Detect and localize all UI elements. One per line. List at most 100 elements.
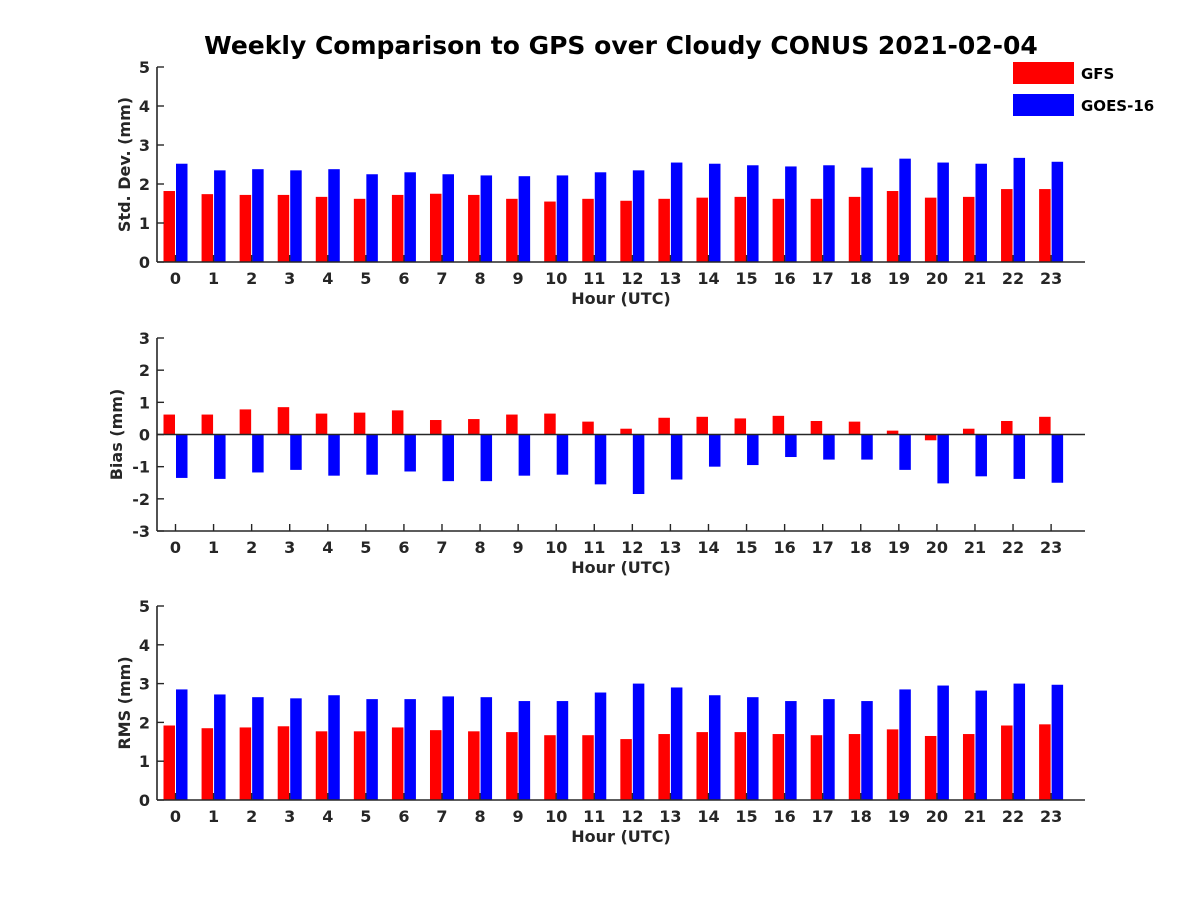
bar-goes-16-hour-2: [252, 434, 264, 473]
x-tick-label: 12: [621, 269, 643, 288]
legend-label-gfs: GFS: [1081, 65, 1114, 83]
bar-goes-16-hour-9: [518, 701, 531, 800]
x-tick-label: 1: [208, 538, 219, 557]
y-tick-label: 1: [139, 393, 150, 412]
x-tick-label: 23: [1040, 538, 1062, 557]
bar-gfs-hour-22: [1001, 189, 1013, 262]
bar-goes-16-hour-15: [747, 434, 759, 466]
x-tick-label: 7: [436, 538, 447, 557]
x-tick-label: 10: [545, 269, 567, 288]
x-axis-label: Hour (UTC): [571, 289, 671, 308]
x-tick-label: 12: [621, 538, 643, 557]
bar-gfs-hour-18: [848, 196, 861, 262]
x-axis-label: Hour (UTC): [571, 827, 671, 846]
bar-goes-16-hour-22: [1013, 434, 1026, 479]
x-tick-label: 9: [513, 538, 524, 557]
bar-gfs-hour-0: [163, 725, 175, 800]
bar-goes-16-hour-15: [747, 697, 759, 800]
bar-gfs-hour-0: [163, 191, 175, 262]
bar-goes-16-hour-2: [252, 169, 264, 262]
x-tick-label: 18: [850, 538, 872, 557]
bar-gfs-hour-11: [582, 735, 594, 800]
y-tick-label: -3: [132, 522, 150, 541]
bar-gfs-hour-21: [962, 734, 975, 800]
x-tick-label: 1: [208, 807, 219, 826]
bar-gfs-hour-3: [277, 726, 290, 800]
bar-goes-16-hour-14: [708, 695, 721, 800]
bar-gfs-hour-5: [353, 412, 366, 435]
y-tick-label: 3: [139, 329, 150, 348]
bar-gfs-hour-2: [239, 727, 252, 800]
bar-gfs-hour-1: [201, 728, 214, 800]
bar-goes-16-hour-11: [594, 172, 607, 262]
bar-gfs-hour-11: [582, 198, 594, 262]
x-tick-label: 2: [246, 807, 257, 826]
y-tick-label: 3: [139, 675, 150, 694]
bar-gfs-hour-3: [277, 407, 290, 435]
bar-gfs-hour-23: [1039, 416, 1051, 435]
bar-goes-16-hour-3: [290, 170, 302, 262]
x-tick-label: 2: [246, 269, 257, 288]
bar-goes-16-hour-5: [366, 434, 378, 475]
bar-gfs-hour-6: [391, 410, 404, 435]
bar-gfs-hour-12: [620, 428, 632, 435]
bar-gfs-hour-17: [810, 420, 823, 435]
x-tick-label: 20: [926, 807, 948, 826]
x-tick-label: 0: [170, 269, 181, 288]
x-tick-label: 2: [246, 538, 257, 557]
bar-gfs-hour-9: [506, 732, 518, 800]
x-tick-label: 8: [474, 538, 485, 557]
bar-gfs-hour-22: [1001, 420, 1013, 435]
bar-gfs-hour-18: [848, 421, 861, 435]
bar-gfs-hour-10: [544, 735, 556, 800]
bar-goes-16-hour-15: [747, 165, 759, 262]
y-tick-label: -2: [132, 490, 150, 509]
bar-goes-16-hour-17: [823, 165, 835, 262]
bar-gfs-hour-8: [468, 419, 480, 435]
y-axis-label: Std. Dev. (mm): [115, 97, 134, 232]
bar-goes-16-hour-6: [404, 172, 416, 262]
x-tick-label: 8: [474, 807, 485, 826]
y-axis-label: RMS (mm): [115, 656, 134, 749]
bar-goes-16-hour-21: [975, 690, 987, 800]
bar-goes-16-hour-11: [594, 692, 607, 800]
bar-goes-16-hour-4: [328, 434, 340, 476]
y-tick-label: 2: [139, 713, 150, 732]
x-tick-label: 6: [398, 807, 409, 826]
y-tick-label: 0: [139, 791, 150, 810]
bar-gfs-hour-6: [391, 727, 404, 800]
bar-goes-16-hour-12: [632, 170, 645, 262]
bar-goes-16-hour-18: [861, 167, 873, 262]
x-tick-label: 6: [398, 269, 409, 288]
bar-goes-16-hour-9: [518, 176, 531, 262]
bar-gfs-hour-20: [924, 434, 937, 441]
x-tick-label: 19: [888, 807, 910, 826]
bar-goes-16-hour-0: [176, 434, 188, 478]
x-tick-label: 11: [583, 538, 605, 557]
x-tick-label: 3: [284, 269, 295, 288]
x-tick-label: 13: [659, 807, 681, 826]
bar-gfs-hour-9: [506, 198, 518, 262]
y-tick-label: 2: [139, 175, 150, 194]
bar-gfs-hour-12: [620, 739, 632, 800]
bar-gfs-hour-22: [1001, 725, 1013, 800]
bar-goes-16-hour-0: [176, 163, 188, 262]
bar-gfs-hour-23: [1039, 189, 1051, 262]
bar-gfs-hour-16: [772, 415, 785, 435]
bar-goes-16-hour-22: [1013, 683, 1026, 800]
x-tick-label: 19: [888, 538, 910, 557]
bar-goes-16-hour-20: [937, 434, 949, 484]
bar-goes-16-hour-14: [708, 163, 721, 262]
bar-goes-16-hour-22: [1013, 157, 1026, 262]
bar-goes-16-hour-13: [670, 434, 683, 480]
bar-gfs-hour-21: [962, 428, 975, 435]
bar-gfs-hour-13: [658, 417, 670, 435]
bar-gfs-hour-4: [315, 731, 328, 800]
y-tick-label: 4: [139, 636, 150, 655]
x-tick-label: 14: [697, 807, 719, 826]
bar-goes-16-hour-18: [861, 434, 873, 460]
bar-goes-16-hour-4: [328, 169, 340, 262]
x-tick-label: 19: [888, 269, 910, 288]
